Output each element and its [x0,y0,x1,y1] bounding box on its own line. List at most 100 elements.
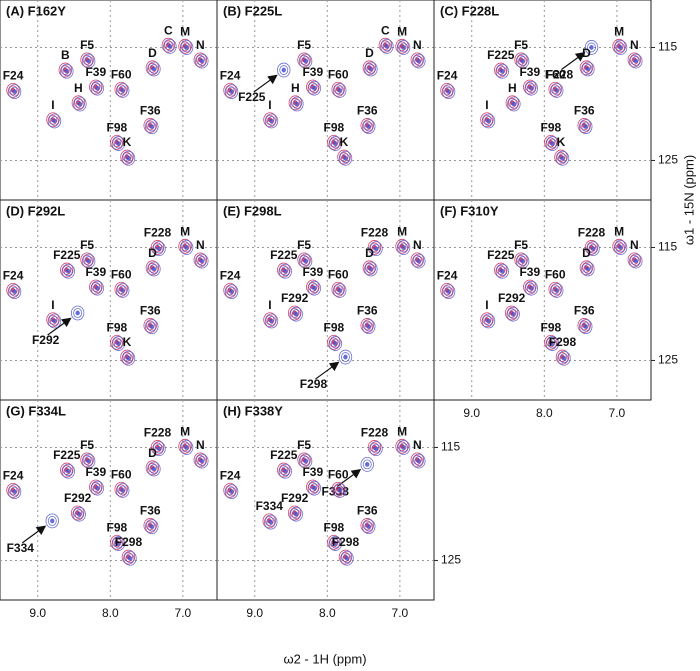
peak-label: F36 [357,304,378,318]
peak-contour [184,245,189,250]
peak-contour [362,519,376,535]
peak-contour [308,82,318,92]
peak-contour [195,454,205,465]
peak-contour [548,281,562,297]
peak-contour [484,316,493,326]
peak-contour [362,120,372,131]
peak-label: F36 [140,304,161,318]
peak-contour [612,238,626,254]
peak-contour [526,283,536,294]
peak-contour [63,266,73,277]
peak-contour [526,83,536,94]
peak-contour [298,453,313,469]
peak-contour [121,549,136,565]
peak-contour [327,134,341,150]
peak-contour [95,85,100,91]
peak-label: N [196,238,205,252]
peak-label: F228 [144,426,172,440]
peak-contour [333,141,338,146]
peak-contour [396,240,411,255]
peak-contour [95,285,100,291]
peak-contour [66,268,71,274]
peak-label: M [397,424,407,438]
panel-frame [216,399,435,601]
peak-contour [583,264,593,274]
peak-label: H [74,81,83,95]
peak-contour [287,305,302,321]
peak-contour [145,519,159,535]
peak-contour [333,341,338,346]
peak-contour [507,96,521,112]
peak-contour [60,65,70,75]
peak-contour [518,256,528,266]
peak-contour [62,465,72,475]
peak-contour [6,82,20,98]
peak-contour [552,285,562,296]
peak-contour [126,355,131,361]
peak-contour [269,318,274,324]
peak-contour [52,118,57,124]
peak-contour [554,88,559,93]
peak-label: D [582,46,591,60]
peak-contour [331,81,345,97]
peak-contour [552,85,562,96]
peak-contour [577,318,591,333]
peak-label: H [508,81,517,95]
peak-contour [395,38,409,54]
peak-contour [333,83,347,98]
peak-label: N [413,238,422,252]
peak-contour [89,79,103,95]
peak-contour [287,505,302,521]
peak-label: F5 [80,238,94,252]
peak-contour [312,485,317,491]
peak-contour [149,524,154,530]
peak-contour [224,84,239,99]
peak-contour [184,45,189,50]
peak-contour [224,484,239,499]
peak-label: F292 [498,291,526,305]
peak-contour [292,99,302,109]
peak-contour [182,42,192,53]
peak-contour [412,53,426,69]
peak-label: F39 [302,65,323,79]
peak-contour [58,62,73,78]
peak-contour [577,118,591,133]
peak-label: F98 [324,321,345,335]
peak-contour [629,253,643,269]
peak-contour [614,241,624,252]
peak-contour [80,252,94,268]
peak-contour [290,508,300,518]
peak-contour [586,241,600,257]
peak-contour [163,40,173,51]
peak-contour [156,246,162,252]
peak-contour [508,309,518,320]
peak-contour [180,241,190,252]
peak-contour [120,149,134,165]
peak-contour [61,263,75,279]
x-tick-label: 9.0 [29,606,46,620]
peak-contour [47,313,62,329]
peak-contour [225,85,235,96]
peak-label: F298 [549,335,577,349]
peak-contour [343,155,348,161]
peak-contour [362,459,372,470]
peak-label: F5 [514,38,528,52]
peak-contour [224,284,239,299]
peak-label: F60 [111,67,132,81]
peak-label: F334 [7,541,35,555]
peak-contour [73,96,87,112]
peak-contour [84,456,94,466]
peak-contour [364,261,378,277]
peak-contour [581,121,591,132]
peak-contour [631,56,641,66]
peak-contour [579,320,589,331]
peak-contour [165,41,175,52]
peak-contour [124,153,133,164]
peak-contour [145,260,160,276]
peak-contour [520,58,525,64]
peak-contour [195,53,209,69]
peak-contour [48,114,58,125]
